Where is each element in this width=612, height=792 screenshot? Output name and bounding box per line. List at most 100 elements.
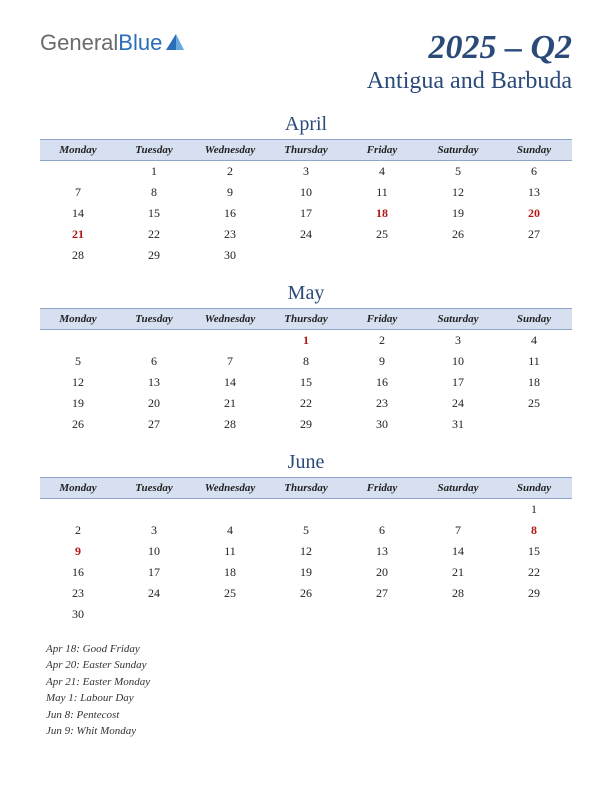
calendar-cell: 24 — [420, 393, 496, 414]
calendar-cell — [344, 499, 420, 520]
calendar-cell: 22 — [116, 224, 192, 245]
calendar-cell: 6 — [496, 161, 572, 182]
calendar-cell: 24 — [268, 224, 344, 245]
day-header: Wednesday — [192, 477, 268, 499]
calendar-cell: 14 — [420, 541, 496, 562]
calendar-cell: 28 — [192, 414, 268, 435]
calendar-cell — [40, 161, 116, 182]
calendar-row: 23242526272829 — [40, 583, 572, 604]
calendar-cell: 27 — [116, 414, 192, 435]
calendar-cell: 24 — [116, 583, 192, 604]
calendar-cell: 11 — [496, 351, 572, 372]
calendar-cell: 1 — [116, 161, 192, 182]
day-header: Saturday — [420, 477, 496, 499]
calendar-cell — [420, 245, 496, 266]
calendar-cell: 26 — [420, 224, 496, 245]
holiday-line: Apr 18: Good Friday — [46, 641, 572, 658]
logo: GeneralBlue — [40, 30, 186, 56]
calendar-cell: 28 — [40, 245, 116, 266]
day-header: Saturday — [420, 308, 496, 330]
day-header: Monday — [40, 308, 116, 330]
months-container: AprilMondayTuesdayWednesdayThursdayFrida… — [40, 113, 572, 625]
calendar-cell: 30 — [344, 414, 420, 435]
calendar-cell: 25 — [496, 393, 572, 414]
calendar-cell: 21 — [192, 393, 268, 414]
calendar-cell — [420, 499, 496, 520]
calendar-cell: 20 — [116, 393, 192, 414]
calendar-cell: 15 — [116, 203, 192, 224]
calendar-cell: 13 — [344, 541, 420, 562]
calendar-cell — [192, 604, 268, 625]
calendar-row: 78910111213 — [40, 182, 572, 203]
calendar-cell — [40, 499, 116, 520]
calendar-cell: 23 — [40, 583, 116, 604]
holiday-line: Apr 20: Easter Sunday — [46, 657, 572, 674]
calendar-cell — [116, 499, 192, 520]
calendar-cell: 28 — [420, 583, 496, 604]
day-header: Friday — [344, 139, 420, 161]
calendar-cell — [496, 245, 572, 266]
calendar-cell: 16 — [344, 372, 420, 393]
calendar-cell: 2 — [40, 520, 116, 541]
calendar-cell — [344, 604, 420, 625]
day-header: Sunday — [496, 308, 572, 330]
day-header: Friday — [344, 308, 420, 330]
calendar-cell: 10 — [116, 541, 192, 562]
calendar-cell: 14 — [192, 372, 268, 393]
calendar-cell: 3 — [116, 520, 192, 541]
calendar-cell: 14 — [40, 203, 116, 224]
day-header: Monday — [40, 139, 116, 161]
day-header: Sunday — [496, 139, 572, 161]
page-title: 2025 – Q2 — [367, 30, 572, 66]
calendar-cell: 26 — [268, 583, 344, 604]
calendar-cell: 27 — [496, 224, 572, 245]
page-subtitle: Antigua and Barbuda — [367, 68, 572, 95]
calendar-cell: 23 — [344, 393, 420, 414]
calendar-cell: 29 — [496, 583, 572, 604]
calendar-cell: 9 — [192, 182, 268, 203]
day-header: Sunday — [496, 477, 572, 499]
calendar-cell: 15 — [268, 372, 344, 393]
calendar-cell — [268, 499, 344, 520]
calendar-row: 262728293031 — [40, 414, 572, 435]
calendar-cell: 9 — [40, 541, 116, 562]
calendar-row: 2345678 — [40, 520, 572, 541]
day-header: Tuesday — [116, 139, 192, 161]
calendar-cell: 7 — [192, 351, 268, 372]
calendar-cell: 11 — [192, 541, 268, 562]
calendar-cell: 18 — [496, 372, 572, 393]
calendar-table: MondayTuesdayWednesdayThursdayFridaySatu… — [40, 308, 572, 435]
calendar-cell: 3 — [420, 330, 496, 351]
calendar-cell: 20 — [344, 562, 420, 583]
calendar-cell: 5 — [40, 351, 116, 372]
calendar-row: 19202122232425 — [40, 393, 572, 414]
calendar-cell: 27 — [344, 583, 420, 604]
calendar-row: 1234 — [40, 330, 572, 351]
calendar-cell: 4 — [192, 520, 268, 541]
day-header: Saturday — [420, 139, 496, 161]
calendar-row: 123456 — [40, 161, 572, 182]
calendar-cell: 30 — [192, 245, 268, 266]
calendar-cell: 26 — [40, 414, 116, 435]
calendar-cell — [192, 499, 268, 520]
calendar-cell: 31 — [420, 414, 496, 435]
day-header: Thursday — [268, 139, 344, 161]
calendar-cell: 16 — [192, 203, 268, 224]
calendar-cell: 20 — [496, 203, 572, 224]
calendar-cell: 8 — [116, 182, 192, 203]
month-block: AprilMondayTuesdayWednesdayThursdayFrida… — [40, 113, 572, 266]
calendar-cell: 12 — [420, 182, 496, 203]
calendar-table: MondayTuesdayWednesdayThursdayFridaySatu… — [40, 477, 572, 625]
day-header: Tuesday — [116, 308, 192, 330]
calendar-cell: 3 — [268, 161, 344, 182]
month-block: MayMondayTuesdayWednesdayThursdayFridayS… — [40, 282, 572, 435]
calendar-cell: 29 — [116, 245, 192, 266]
calendar-cell: 15 — [496, 541, 572, 562]
calendar-row: 30 — [40, 604, 572, 625]
calendar-cell: 12 — [40, 372, 116, 393]
holiday-list: Apr 18: Good FridayApr 20: Easter Sunday… — [40, 641, 572, 740]
month-name: June — [40, 451, 572, 474]
calendar-cell: 5 — [420, 161, 496, 182]
holiday-line: Jun 8: Pentecost — [46, 707, 572, 724]
month-name: April — [40, 113, 572, 136]
